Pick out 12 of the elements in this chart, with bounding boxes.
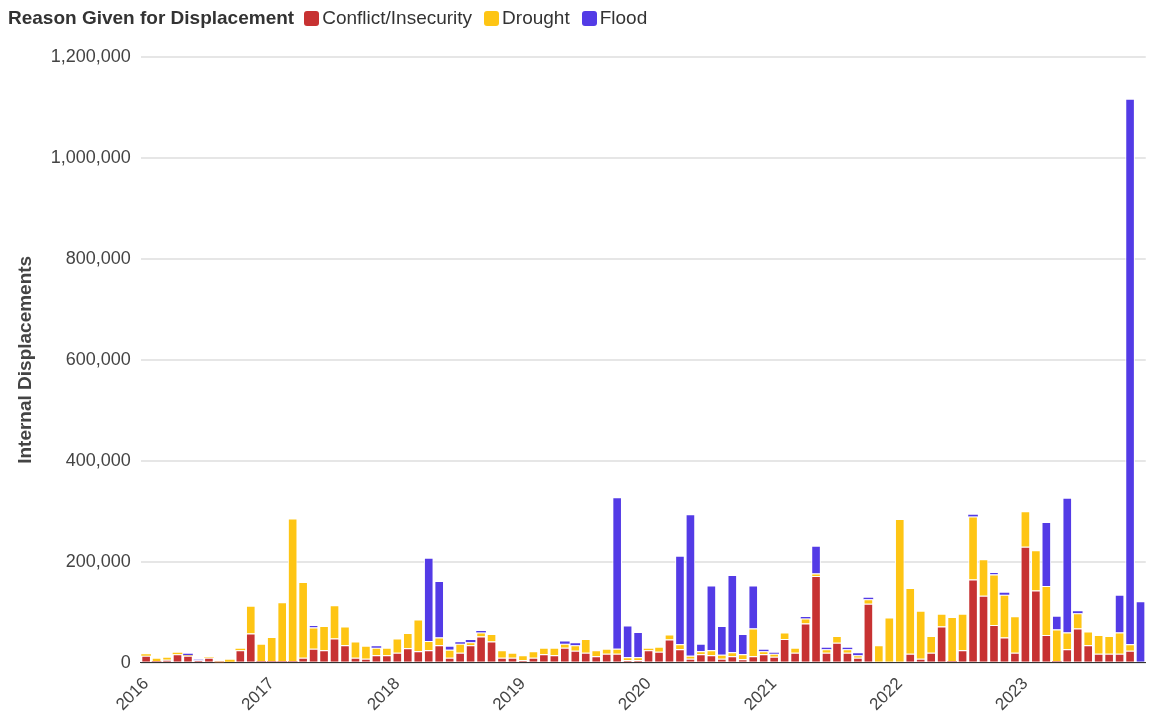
legend-title: Reason Given for Displacement <box>8 7 295 29</box>
y-tick-label: 1,200,000 <box>50 45 131 66</box>
y-tick-label: 200,000 <box>65 550 131 571</box>
legend-label: Conflict/Insecurity <box>322 7 473 29</box>
y-tick-label: 400,000 <box>65 449 131 470</box>
y-tick-label: 1,000,000 <box>50 146 131 167</box>
y-axis-title: Internal Displacements <box>13 255 35 464</box>
y-tick-label: 0 <box>120 651 131 672</box>
legend-label: Drought <box>502 7 570 29</box>
y-tick-label: 800,000 <box>65 247 131 268</box>
y-tick-label: 600,000 <box>65 348 131 369</box>
legend-label: Flood <box>599 7 648 29</box>
